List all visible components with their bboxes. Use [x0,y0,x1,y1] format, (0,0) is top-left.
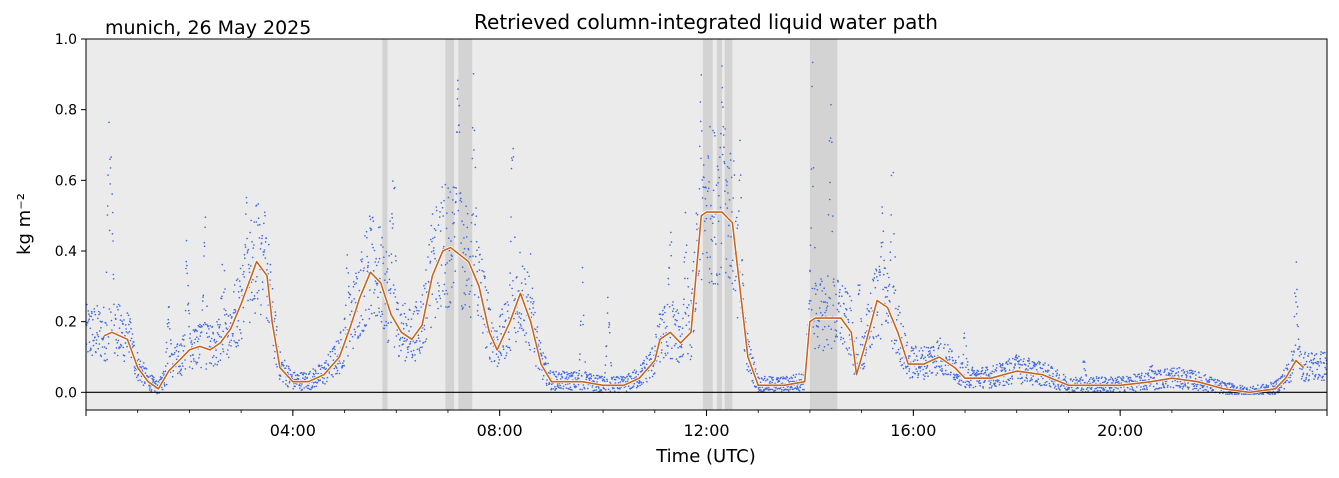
flagged-interval [809,39,838,410]
chart-subtitle: munich, 26 May 2025 [105,17,311,39]
flagged-intervals [382,39,838,410]
y-axis-label: kg m⁻² [14,193,35,255]
y-tick-label: 0.8 [55,103,77,119]
smoothed-series [103,210,1305,394]
chart-title: Retrieved column-integrated liquid water… [474,10,938,34]
y-tick-label: 0.2 [55,315,77,331]
flagged-interval [724,39,733,410]
y-tick-label: 0.0 [55,385,77,401]
x-tick-label: 20:00 [1097,421,1143,440]
y-tick-label: 0.4 [55,244,77,260]
flagged-interval [382,39,388,410]
y-tick-label: 0.6 [55,173,77,189]
flagged-interval [445,39,455,410]
x-tick-label: 08:00 [477,421,523,440]
x-tick-label: 12:00 [683,421,729,440]
flagged-interval [458,39,473,410]
smoothed-line [103,211,1305,394]
x-tick-label: 04:00 [270,421,316,440]
flagged-interval [702,39,713,410]
x-axis-label: Time (UTC) [655,446,756,467]
x-tick-label: 16:00 [890,421,936,440]
y-axis-ticks: 0.0 0.2 0.4 0.6 0.8 1.0 [55,32,86,401]
y-tick-label: 1.0 [55,32,77,48]
flagged-interval [716,39,723,410]
x-axis-ticks: 04:00 08:00 12:00 16:00 20:00 [85,410,1328,440]
